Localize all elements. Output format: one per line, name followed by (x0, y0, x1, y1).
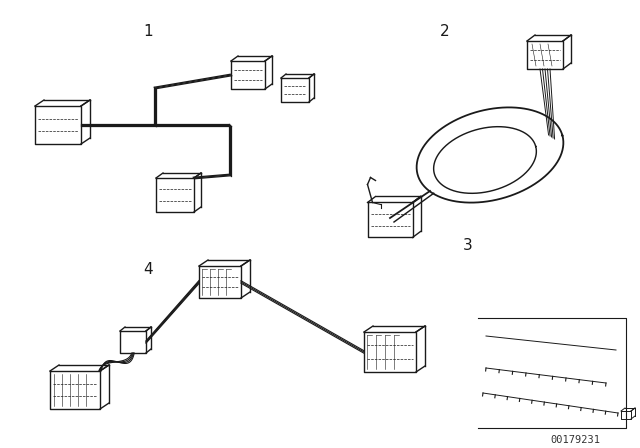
Text: 4: 4 (143, 263, 153, 277)
Text: 00179231: 00179231 (550, 435, 600, 445)
Text: 3: 3 (463, 237, 473, 253)
Text: 1: 1 (143, 25, 153, 39)
Text: 2: 2 (440, 25, 450, 39)
